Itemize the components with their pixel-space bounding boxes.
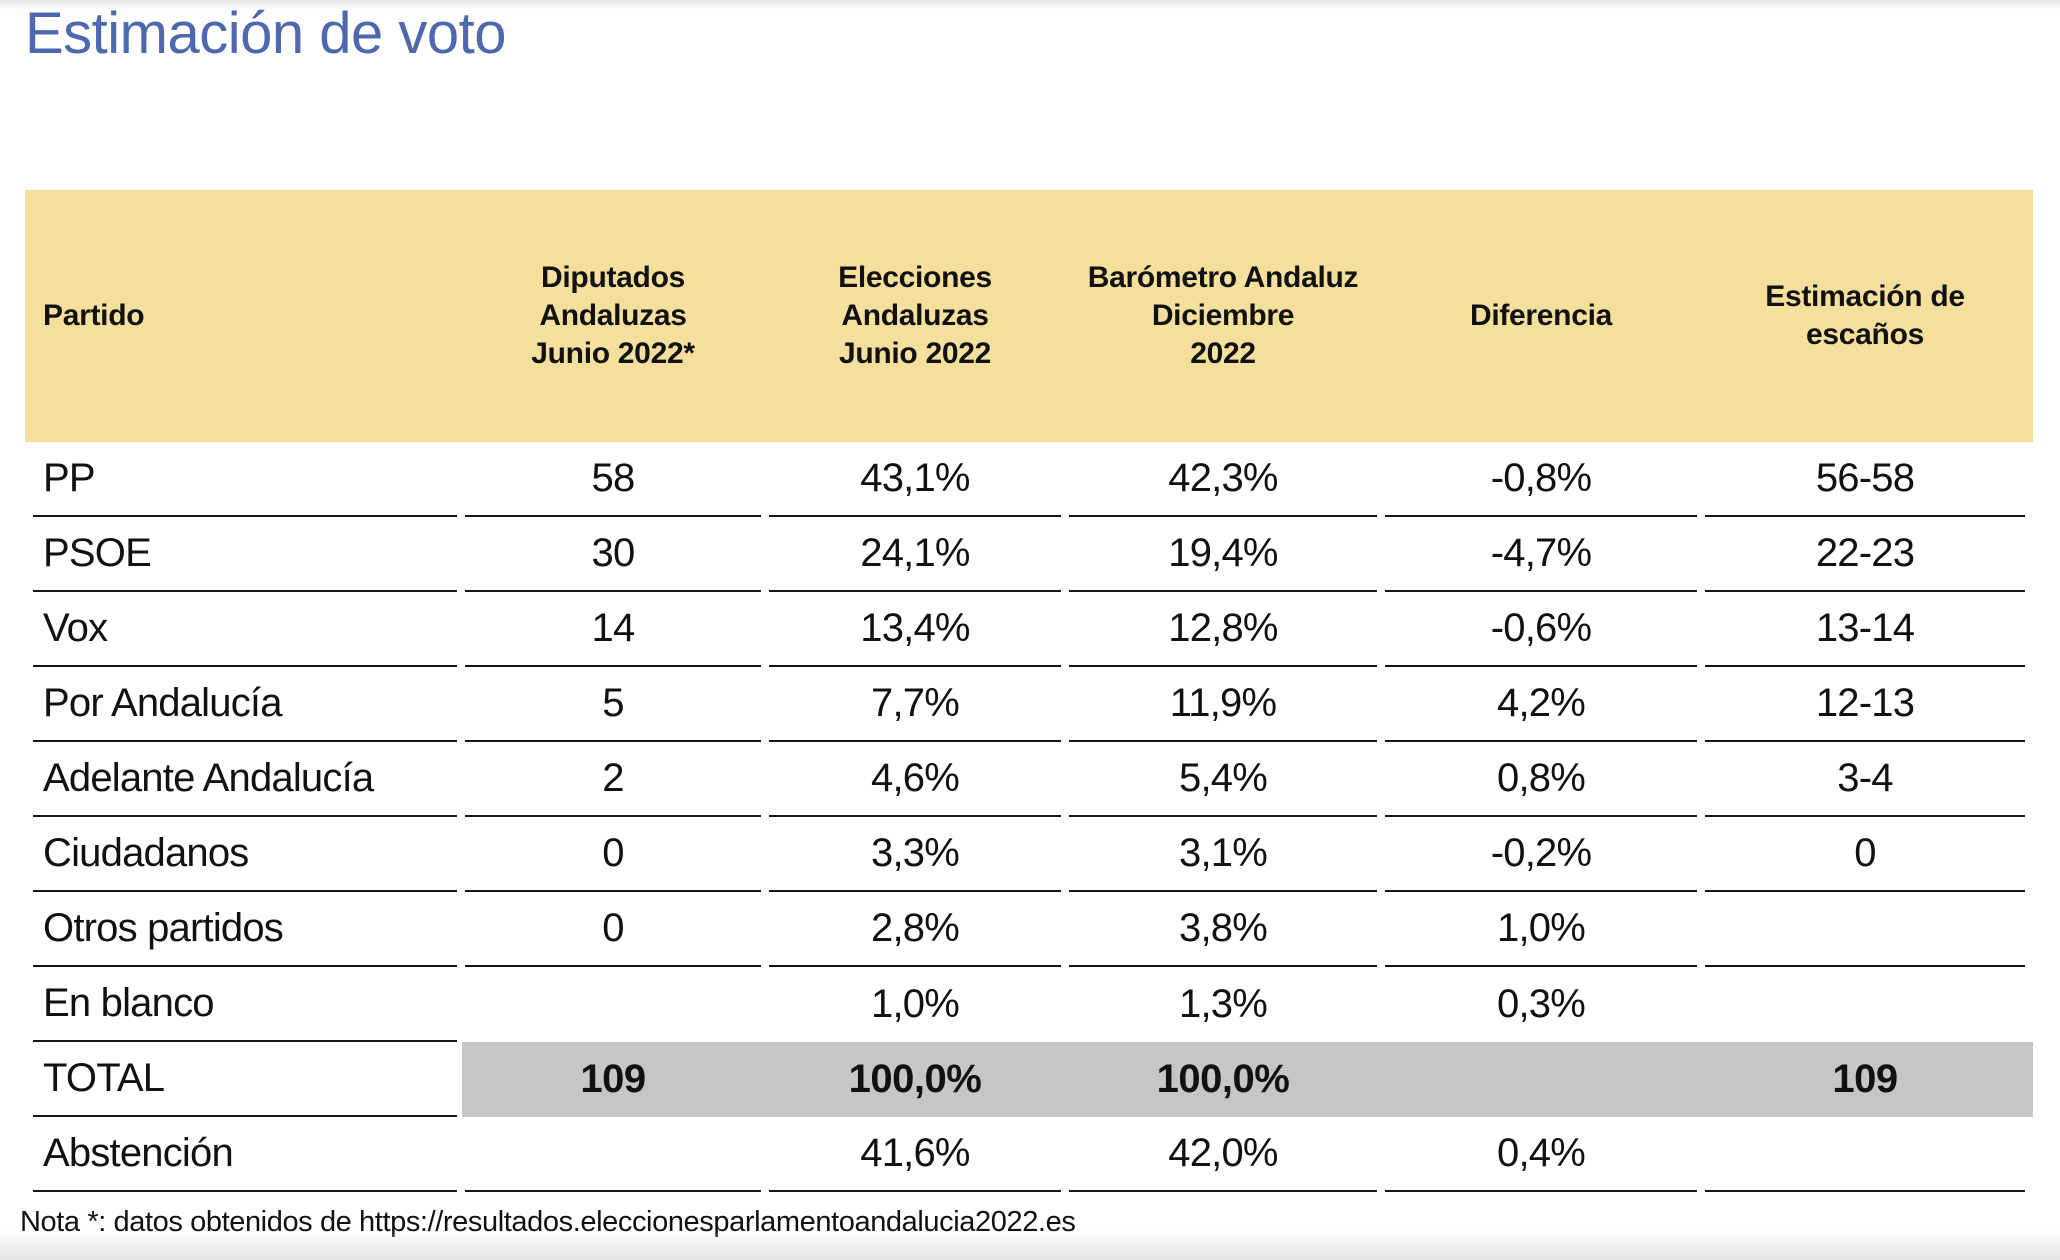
value-cell: 7,7% [769,667,1061,742]
total-value-cell: 100,0% [848,1057,982,1101]
value-cell: 3,1% [1069,817,1377,892]
value-cell: -0,6% [1385,592,1697,667]
top-edge-shadow [0,0,2060,10]
value-cell: 42,0% [1069,1117,1377,1192]
total-value-cell: 109 [580,1057,646,1101]
party-name-cell: PSOE [33,517,457,592]
column-header-diferencia: Diferencia [1469,299,1613,333]
value-cell: 1,0% [871,982,960,1026]
value-cell: 3-4 [1705,742,2025,817]
value-cell: 3,8% [1069,892,1377,967]
value-cell: -0,2% [1385,817,1697,892]
value-cell: 24,1% [769,517,1061,592]
party-name-cell: En blanco [33,967,457,1042]
party-name-cell: Vox [33,592,457,667]
value-cell: 0,3% [1497,982,1586,1026]
value-cell [465,1117,761,1192]
party-name-cell: Ciudadanos [33,817,457,892]
value-cell: 12-13 [1705,667,2025,742]
value-cell: -0,8% [1385,442,1697,517]
party-name-cell: Otros partidos [33,892,457,967]
value-cell: 0 [465,892,761,967]
value-cell: 13,4% [769,592,1061,667]
party-name-cell: Por Andalucía [33,667,457,742]
value-cell: 3,3% [769,817,1061,892]
value-cell: 0,8% [1385,742,1697,817]
value-cell: 1,0% [1385,892,1697,967]
value-cell: 0 [465,817,761,892]
total-value-cell [1385,1042,1697,1117]
party-name-cell: PP [33,442,457,517]
column-header-barometro: Barómetro Andaluz Diciembre 2022 [1087,261,1359,370]
value-cell: 11,9% [1069,667,1377,742]
value-cell: 19,4% [1069,517,1377,592]
row-ciudadanos: Ciudadanos 0 3,3% 3,1% -0,2% 0 [33,817,2025,892]
value-cell: 2 [465,742,761,817]
row-total: TOTAL 109 100,0% 100,0% 109 [33,1042,2025,1117]
value-cell [1705,1117,2025,1192]
value-cell: 41,6% [769,1117,1061,1192]
party-name-cell: Adelante Andalucía [33,742,457,817]
value-cell: -4,7% [1385,517,1697,592]
value-cell [1705,892,2025,967]
vote-estimation-table: Partido Diputados Andaluzas Junio 2022* … [25,190,2033,1192]
column-header-estimacion-escanos: Estimación de escaños [1765,280,1965,351]
total-value-cell: 109 [1832,1057,1898,1101]
table-header: Partido Diputados Andaluzas Junio 2022* … [33,190,2025,442]
value-cell: 4,6% [769,742,1061,817]
value-cell: 56-58 [1705,442,2025,517]
value-cell: 43,1% [769,442,1061,517]
value-cell: 0 [1705,817,2025,892]
total-value-cell: 100,0% [1156,1057,1290,1101]
value-cell: 14 [465,592,761,667]
row-psoe: PSOE 30 24,1% 19,4% -4,7% 22-23 [33,517,2025,592]
total-label-cell: TOTAL [33,1042,457,1117]
page-title: Estimación de voto [25,1,507,66]
row-adelante-andalucia: Adelante Andalucía 2 4,6% 5,4% 0,8% 3-4 [33,742,2025,817]
party-name-cell: Abstención [33,1117,457,1192]
column-header-diputados: Diputados Andaluzas Junio 2022* [531,261,695,370]
value-cell: 1,3% [1179,982,1268,1026]
row-pp: PP 58 43,1% 42,3% -0,8% 56-58 [33,442,2025,517]
value-cell: 0,4% [1385,1117,1697,1192]
row-en-blanco: En blanco 1,0% 1,3% 0,3% [33,967,2025,1042]
value-cell: 58 [465,442,761,517]
value-cell: 4,2% [1385,667,1697,742]
value-cell: 30 [465,517,761,592]
value-cell [465,967,761,1042]
value-cell: 5 [465,667,761,742]
row-abstencion: Abstención 41,6% 42,0% 0,4% [33,1117,2025,1192]
bottom-edge-shadow [0,1230,2060,1260]
value-cell: 13-14 [1705,592,2025,667]
row-vox: Vox 14 13,4% 12,8% -0,6% 13-14 [33,592,2025,667]
value-cell [1705,967,2025,1042]
value-cell: 2,8% [769,892,1061,967]
value-cell: 42,3% [1069,442,1377,517]
row-otros-partidos: Otros partidos 0 2,8% 3,8% 1,0% [33,892,2025,967]
column-header-elecciones: Elecciones Andaluzas Junio 2022 [838,261,992,370]
row-por-andalucia: Por Andalucía 5 7,7% 11,9% 4,2% 12-13 [33,667,2025,742]
header-row: Partido Diputados Andaluzas Junio 2022* … [33,190,2025,442]
value-cell: 12,8% [1069,592,1377,667]
value-cell: 22-23 [1705,517,2025,592]
column-header-partido: Partido [43,299,145,333]
value-cell: 5,4% [1069,742,1377,817]
